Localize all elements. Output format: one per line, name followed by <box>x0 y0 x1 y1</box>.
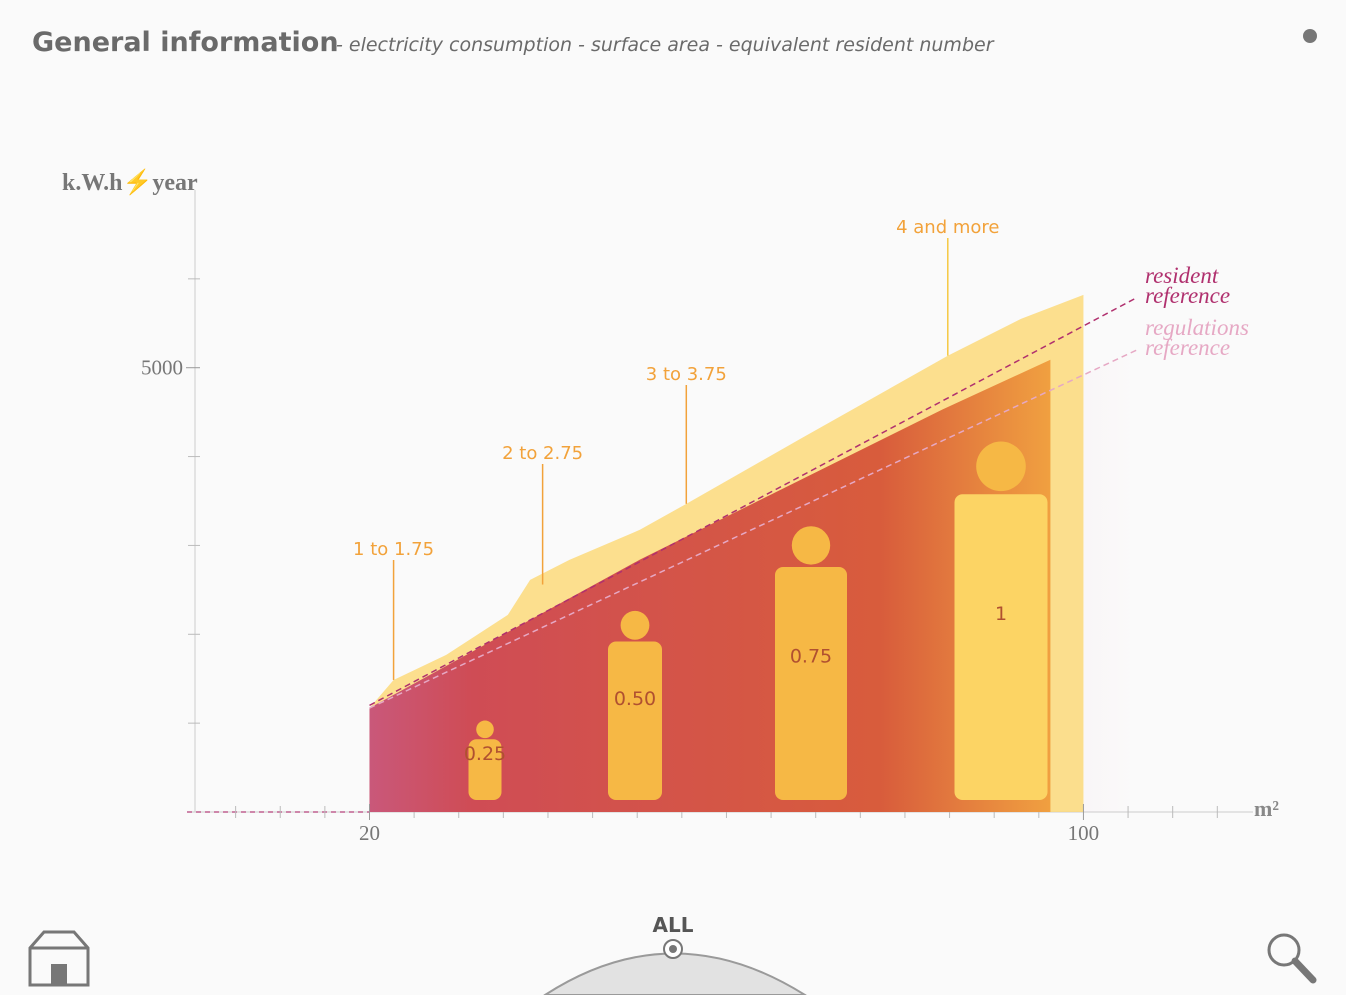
silhouette-head <box>476 720 494 739</box>
x-axis-label: m² <box>1254 796 1279 821</box>
area <box>369 359 1051 812</box>
resident-label: 1 <box>995 603 1007 625</box>
dial-handle-dot <box>669 945 677 953</box>
search-button[interactable] <box>1267 933 1317 984</box>
filter-label: ALL <box>653 913 694 937</box>
silhouette-body <box>468 739 502 800</box>
silhouette-head <box>976 441 1026 492</box>
resident-label: 0.75 <box>790 646 832 668</box>
silhouette-body <box>954 494 1048 800</box>
silhouette-body <box>608 641 662 800</box>
annotation-label: 1 to 1.75 <box>353 539 434 560</box>
resident-label: 0.50 <box>614 688 656 710</box>
plot: 5000 0.25 0.50 0.75 1 1 to 1.75 2 to 2.75 3 to … <box>141 190 1253 845</box>
home-button[interactable] <box>28 930 90 987</box>
annotation-label: 4 and more <box>896 217 999 238</box>
reference-line <box>369 349 1138 709</box>
reference-label: regulations reference <box>1144 315 1249 360</box>
annotation-label: 3 to 3.75 <box>646 364 727 385</box>
silhouette-body <box>775 567 847 800</box>
annotation-label: 2 to 2.75 <box>502 443 583 464</box>
page-title: General information <box>32 27 339 58</box>
reference-line <box>369 296 1138 707</box>
menu-dot[interactable] <box>1303 29 1317 43</box>
silhouette-head <box>791 526 831 565</box>
silhouette-head <box>620 610 650 640</box>
y-tick-label: 5000 <box>141 356 183 380</box>
x-tick-label: 20 <box>359 821 380 845</box>
y-axis-label: k.W.h⚡year <box>62 168 198 196</box>
search-icon-handle <box>1291 957 1317 984</box>
page-subtitle: - electricity consumption - surface area… <box>336 34 995 56</box>
search-icon-lens <box>1267 933 1301 967</box>
x-tick-label: 100 <box>1068 821 1100 845</box>
reference-label: resident reference <box>1144 263 1231 308</box>
dial[interactable] <box>543 952 807 995</box>
home-icon-door <box>51 964 67 985</box>
resident-label: 0.25 <box>464 743 506 765</box>
